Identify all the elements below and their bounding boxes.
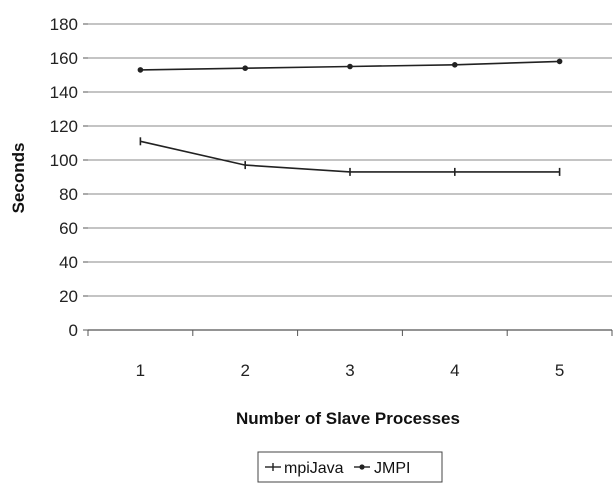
y-tick-label-60: 60	[59, 219, 78, 238]
series-mpijava	[139, 137, 561, 176]
x-tick-label-2: 2	[240, 361, 249, 380]
y-tick-label-40: 40	[59, 253, 78, 272]
y-tick-label-180: 180	[50, 15, 78, 34]
point-jmpi-3	[347, 63, 353, 70]
legend-marker-jmpi	[359, 464, 365, 470]
y-tick-label-120: 120	[50, 117, 78, 136]
point-jmpi-4	[452, 62, 458, 68]
point-jmpi-5	[556, 58, 563, 65]
legend: mpiJava JMPI	[257, 451, 443, 483]
x-tick-label-3: 3	[345, 361, 354, 380]
legend-label-mpijava: mpiJava	[284, 460, 344, 477]
y-tick-label-20: 20	[59, 287, 78, 306]
point-jmpi-2	[242, 65, 248, 71]
point-jmpi-1	[137, 67, 144, 73]
legend-box	[257, 451, 443, 483]
legend-label-jmpi: JMPI	[374, 460, 410, 477]
y-tick-label-0: 0	[69, 321, 78, 340]
series-jmpi	[137, 58, 563, 73]
y-tick-label-160: 160	[50, 49, 78, 68]
y-tick-label-100: 100	[50, 151, 78, 170]
y-axis-label: Seconds	[9, 143, 28, 214]
x-tick-label-5: 5	[555, 361, 564, 380]
data-series	[137, 58, 563, 176]
x-axis-label: Number of Slave Processes	[236, 409, 460, 428]
legend-item-jmpi: JMPI	[354, 460, 410, 477]
x-tick-labels: 1 2 3 4 5	[136, 361, 565, 380]
y-tick-labels: 0 20 40 60 80 100 120 140 160 180	[50, 15, 78, 340]
x-tick-marks	[87, 330, 613, 336]
x-tick-label-1: 1	[136, 361, 145, 380]
y-tick-label-140: 140	[50, 83, 78, 102]
series-line-mpijava	[140, 140, 560, 173]
y-tick-label-80: 80	[59, 185, 78, 204]
legend-item-mpijava: mpiJava	[265, 460, 344, 477]
x-tick-label-4: 4	[450, 361, 459, 380]
gridlines	[83, 23, 612, 331]
